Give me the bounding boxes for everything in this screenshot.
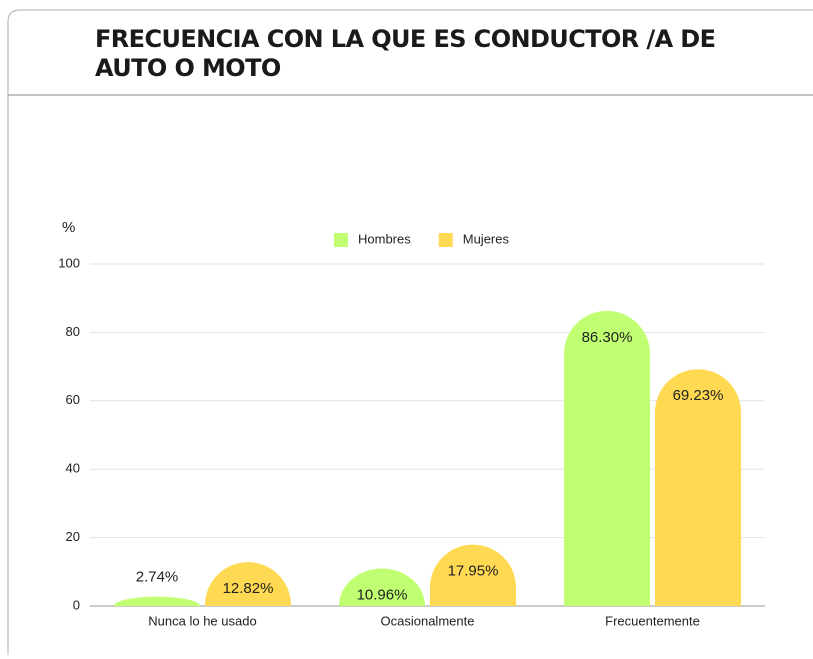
chart-title: FRECUENCIA CON LA QUE ES CONDUCTOR /A DE <box>95 25 715 53</box>
value-label: 17.95% <box>448 563 499 580</box>
value-label: 12.82% <box>223 580 274 597</box>
y-tick-label: 100 <box>58 255 80 270</box>
value-label: 86.30% <box>582 329 633 346</box>
value-label: 10.96% <box>357 586 408 603</box>
y-tick-label: 0 <box>73 597 80 612</box>
legend-label: Hombres <box>358 231 411 246</box>
y-tick-label: 80 <box>66 324 80 339</box>
legend-label: Mujeres <box>463 231 510 246</box>
bar <box>205 562 291 606</box>
legend-swatch <box>438 233 453 247</box>
chart-title: AUTO O MOTO <box>95 54 281 82</box>
y-tick-label: 20 <box>66 529 80 544</box>
y-axis-label: % <box>62 219 75 236</box>
bar <box>655 369 741 606</box>
bar <box>114 596 200 606</box>
y-tick-label: 40 <box>66 461 80 476</box>
x-tick-label: Ocasionalmente <box>381 613 475 628</box>
value-label: 2.74% <box>136 569 179 586</box>
x-tick-label: Nunca lo he usado <box>148 613 256 628</box>
x-tick-label: Frecuentemente <box>605 613 700 628</box>
legend-swatch <box>334 233 348 247</box>
y-tick-label: 60 <box>66 392 80 407</box>
bar <box>430 544 516 606</box>
bar <box>564 310 650 606</box>
bar <box>339 568 425 606</box>
value-label: 69.23% <box>673 387 724 404</box>
card-border <box>7 9 813 655</box>
